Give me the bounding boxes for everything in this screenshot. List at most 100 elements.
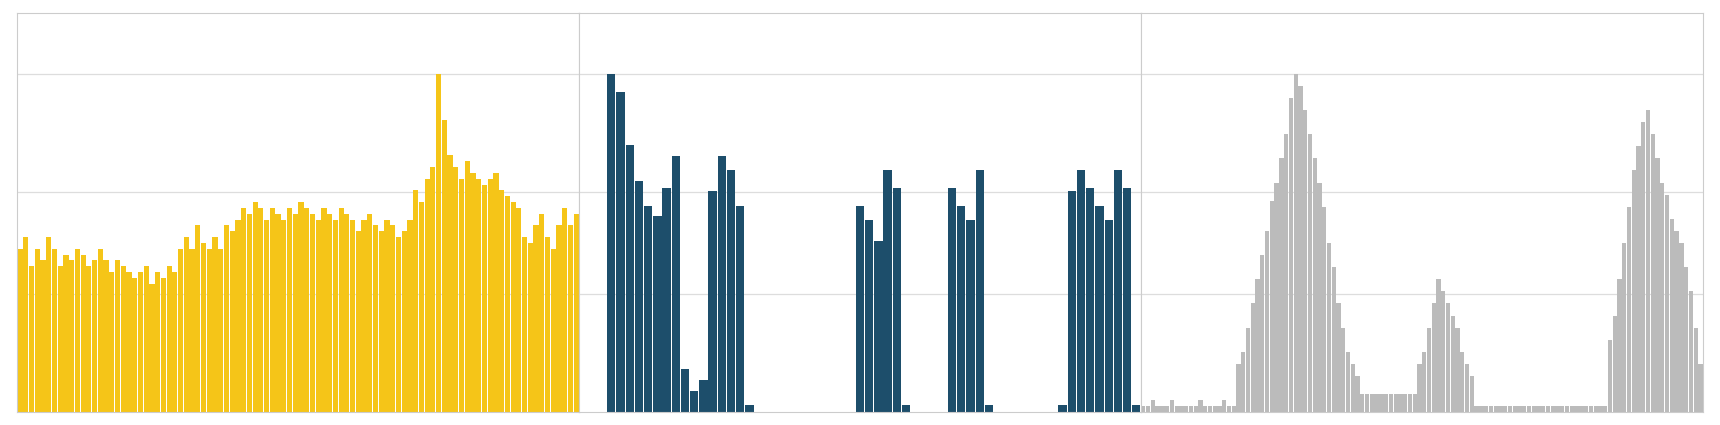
Bar	[1096, 206, 1104, 412]
Bar	[127, 272, 131, 412]
Bar	[1223, 400, 1226, 412]
Bar	[1146, 406, 1151, 412]
Bar	[1455, 328, 1460, 412]
Bar	[1522, 406, 1526, 412]
Bar	[132, 278, 138, 412]
Bar	[533, 225, 538, 412]
Bar	[1527, 406, 1531, 412]
Bar	[229, 231, 234, 412]
Bar	[1570, 406, 1574, 412]
Bar	[1175, 406, 1178, 412]
Bar	[516, 208, 521, 412]
Bar	[1622, 243, 1627, 412]
Bar	[1409, 394, 1412, 412]
Bar	[1202, 406, 1207, 412]
Bar	[1398, 394, 1402, 412]
Bar	[1428, 328, 1431, 412]
Bar	[1115, 170, 1121, 412]
Bar	[437, 74, 440, 412]
Bar	[607, 74, 616, 412]
Bar	[310, 214, 315, 412]
Bar	[17, 249, 22, 412]
Bar	[248, 214, 251, 412]
Bar	[98, 249, 103, 412]
Bar	[476, 179, 482, 412]
Bar	[745, 405, 753, 412]
Bar	[523, 237, 528, 412]
Bar	[736, 206, 745, 412]
Bar	[270, 208, 275, 412]
Bar	[1608, 340, 1612, 412]
Bar	[1417, 364, 1422, 412]
Bar	[1465, 364, 1469, 412]
Bar	[550, 249, 556, 412]
Bar	[206, 249, 212, 412]
Bar	[1366, 394, 1369, 412]
Bar	[339, 208, 344, 412]
Bar	[322, 208, 327, 412]
Bar	[1512, 406, 1517, 412]
Bar	[1546, 406, 1550, 412]
Bar	[1490, 406, 1493, 412]
Bar	[1404, 394, 1407, 412]
Bar	[459, 179, 464, 412]
Bar	[1194, 406, 1197, 412]
Bar	[1379, 394, 1383, 412]
Bar	[948, 188, 956, 412]
Bar	[1613, 315, 1617, 412]
Bar	[1183, 406, 1189, 412]
Bar	[34, 249, 40, 412]
Bar	[1347, 352, 1350, 412]
Bar	[1299, 86, 1302, 412]
Bar	[1579, 406, 1584, 412]
Bar	[1350, 364, 1355, 412]
Bar	[1189, 406, 1194, 412]
Bar	[299, 202, 303, 412]
Bar	[366, 214, 372, 412]
Bar	[1180, 406, 1183, 412]
Bar	[144, 266, 148, 412]
Bar	[184, 237, 189, 412]
Bar	[1393, 394, 1398, 412]
Bar	[893, 188, 901, 412]
Bar	[1531, 406, 1536, 412]
Bar	[1603, 406, 1606, 412]
Bar	[120, 266, 126, 412]
Bar	[1237, 364, 1240, 412]
Bar	[1323, 207, 1326, 412]
Bar	[1232, 406, 1237, 412]
Bar	[58, 266, 64, 412]
Bar	[81, 255, 86, 412]
Bar	[1068, 191, 1077, 412]
Bar	[1694, 328, 1698, 412]
Bar	[1264, 231, 1269, 412]
Bar	[344, 214, 349, 412]
Bar	[616, 91, 624, 412]
Bar	[1498, 406, 1503, 412]
Bar	[857, 206, 863, 412]
Bar	[1517, 406, 1522, 412]
Bar	[506, 196, 509, 412]
Bar	[189, 249, 194, 412]
Bar	[304, 208, 310, 412]
Bar	[384, 220, 389, 412]
Bar	[717, 156, 726, 412]
Bar	[1484, 406, 1488, 412]
Bar	[218, 249, 224, 412]
Bar	[709, 191, 717, 412]
Bar	[1508, 406, 1512, 412]
Bar	[1565, 406, 1569, 412]
Bar	[1058, 405, 1066, 412]
Bar	[413, 190, 418, 412]
Bar	[1288, 98, 1293, 412]
Bar	[396, 237, 401, 412]
Bar	[488, 179, 494, 412]
Bar	[1355, 376, 1361, 412]
Bar	[351, 220, 354, 412]
Bar	[162, 278, 165, 412]
Bar	[1431, 303, 1436, 412]
Bar	[76, 249, 79, 412]
Bar	[635, 181, 643, 412]
Bar	[557, 225, 562, 412]
Bar	[1422, 352, 1426, 412]
